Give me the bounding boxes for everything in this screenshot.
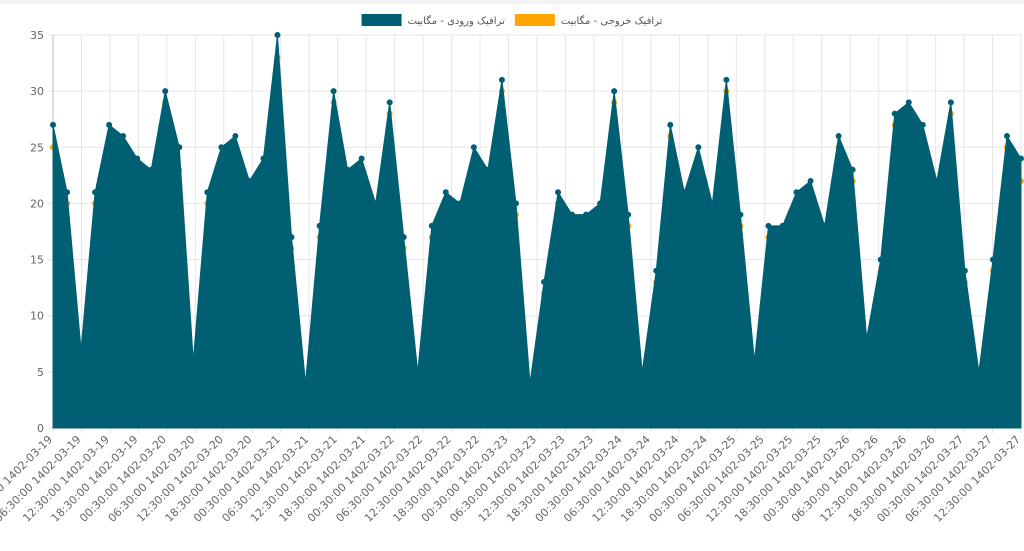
data-point-inbound[interactable] — [765, 222, 772, 229]
data-point-inbound[interactable] — [849, 166, 856, 173]
data-point-inbound[interactable] — [863, 335, 870, 342]
data-point-inbound[interactable] — [456, 200, 463, 207]
y-tick-label: 20 — [30, 197, 44, 210]
legend-swatch-inbound[interactable] — [361, 14, 402, 26]
data-point-inbound[interactable] — [919, 121, 926, 128]
data-point-inbound[interactable] — [414, 368, 421, 375]
data-point-inbound[interactable] — [681, 189, 688, 196]
data-point-inbound[interactable] — [148, 166, 155, 173]
data-point-inbound[interactable] — [470, 144, 477, 151]
y-tick-label: 35 — [30, 29, 44, 42]
data-point-inbound[interactable] — [569, 211, 576, 218]
data-point-inbound[interactable] — [597, 200, 604, 207]
data-point-inbound[interactable] — [274, 32, 281, 38]
data-point-inbound[interactable] — [611, 88, 618, 95]
data-point-inbound[interactable] — [302, 380, 309, 387]
data-point-inbound[interactable] — [232, 133, 239, 140]
data-point-inbound[interactable] — [190, 357, 197, 364]
data-point-inbound[interactable] — [260, 155, 267, 162]
data-point-inbound[interactable] — [428, 222, 435, 229]
data-point-inbound[interactable] — [64, 189, 71, 196]
legend-swatch-outbound[interactable] — [514, 14, 555, 26]
data-point-inbound[interactable] — [78, 346, 85, 353]
data-point-inbound[interactable] — [723, 76, 730, 83]
data-point-inbound[interactable] — [933, 177, 940, 184]
data-point-inbound[interactable] — [989, 256, 996, 263]
data-point-inbound[interactable] — [695, 144, 702, 151]
data-point-inbound[interactable] — [975, 368, 982, 375]
data-point-inbound[interactable] — [512, 200, 519, 207]
data-point-inbound[interactable] — [821, 222, 828, 229]
data-point-inbound[interactable] — [218, 144, 225, 151]
data-point-inbound[interactable] — [288, 234, 295, 241]
data-point-inbound[interactable] — [653, 267, 660, 274]
data-point-inbound[interactable] — [106, 121, 113, 128]
data-point-inbound[interactable] — [667, 121, 674, 128]
legend-item-inbound[interactable]: ترافیک ورودی - مگابیت — [361, 14, 506, 27]
data-point-inbound[interactable] — [905, 99, 912, 106]
data-point-inbound[interactable] — [120, 133, 127, 140]
y-tick-label: 0 — [37, 422, 44, 435]
data-point-inbound[interactable] — [400, 234, 407, 241]
data-point-inbound[interactable] — [877, 256, 884, 263]
data-point-inbound[interactable] — [751, 357, 758, 364]
data-point-inbound[interactable] — [1003, 133, 1010, 140]
legend[interactable]: ترافیک ورودی - مگابیت ترافیک خروجی - مگا… — [361, 14, 663, 27]
data-point-inbound[interactable] — [709, 200, 716, 207]
y-axis: 0 5 10 15 20 25 30 35 — [30, 29, 54, 435]
data-point-inbound[interactable] — [204, 189, 211, 196]
data-point-inbound[interactable] — [358, 155, 365, 162]
data-point-inbound[interactable] — [92, 189, 99, 196]
data-point-inbound[interactable] — [484, 166, 491, 173]
data-point-inbound[interactable] — [639, 368, 646, 375]
data-point-inbound[interactable] — [498, 76, 505, 83]
data-point-inbound[interactable] — [344, 166, 351, 173]
data-point-inbound[interactable] — [372, 200, 379, 207]
data-point-inbound[interactable] — [807, 177, 814, 184]
data-point-inbound[interactable] — [625, 211, 632, 218]
data-point-inbound[interactable] — [526, 380, 533, 387]
legend-label-outbound[interactable]: ترافیک خروجی - مگابیت — [561, 15, 663, 27]
data-point-inbound[interactable] — [50, 121, 56, 128]
data-point-inbound[interactable] — [176, 144, 183, 151]
y-tick-label: 30 — [30, 85, 44, 98]
data-point-inbound[interactable] — [541, 279, 548, 286]
legend-label-inbound[interactable]: ترافیک ورودی - مگابیت — [408, 15, 506, 27]
data-point-inbound[interactable] — [162, 88, 169, 95]
data-point-inbound[interactable] — [583, 211, 590, 218]
data-point-inbound[interactable] — [737, 211, 744, 218]
data-point-inbound[interactable] — [793, 189, 800, 196]
data-point-inbound[interactable] — [1018, 155, 1024, 162]
y-tick-label: 5 — [37, 366, 44, 379]
data-point-inbound[interactable] — [779, 222, 786, 229]
data-point-inbound[interactable] — [246, 177, 253, 184]
data-point-inbound[interactable] — [891, 110, 898, 117]
data-point-inbound[interactable] — [961, 267, 968, 274]
data-point-inbound[interactable] — [330, 88, 337, 95]
data-point-inbound[interactable] — [442, 189, 449, 196]
data-point-inbound[interactable] — [555, 189, 562, 196]
y-tick-label: 10 — [30, 310, 44, 323]
top-strip — [0, 0, 1024, 4]
data-point-inbound[interactable] — [835, 133, 842, 140]
data-point-inbound[interactable] — [947, 99, 954, 106]
y-tick-label: 15 — [30, 254, 44, 267]
y-tick-label: 25 — [30, 141, 44, 154]
legend-item-outbound[interactable]: ترافیک خروجی - مگابیت — [514, 14, 663, 27]
data-point-inbound[interactable] — [134, 155, 141, 162]
data-point-inbound[interactable] — [386, 99, 393, 106]
series — [50, 32, 1024, 429]
data-point-inbound[interactable] — [316, 222, 323, 229]
